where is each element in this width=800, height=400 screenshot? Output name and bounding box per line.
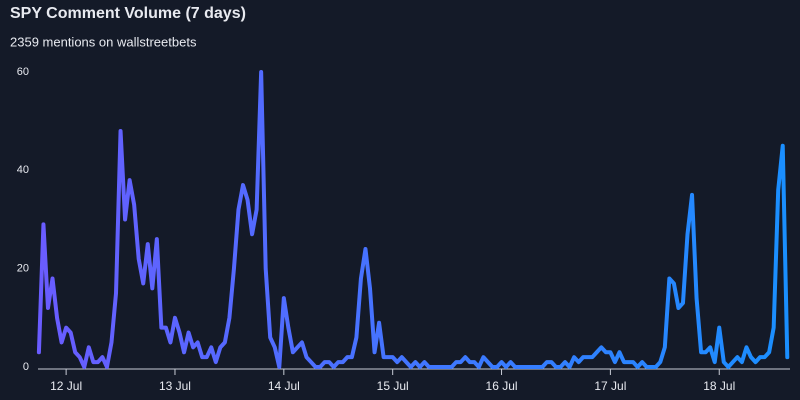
- x-tick-label: 17 Jul: [594, 379, 626, 393]
- y-tick-label: 40: [17, 164, 29, 176]
- chart-subtitle: 2359 mentions on wallstreetbets: [10, 34, 197, 49]
- y-tick-label: 0: [23, 361, 29, 373]
- x-tick-label: 13 Jul: [159, 379, 191, 393]
- x-tick-label: 15 Jul: [377, 379, 409, 393]
- x-tick-label: 16 Jul: [486, 379, 518, 393]
- x-tick-label: 14 Jul: [268, 379, 300, 393]
- y-tick-label: 60: [17, 66, 29, 78]
- chart-title: SPY Comment Volume (7 days): [10, 5, 246, 22]
- y-tick-label: 20: [17, 263, 29, 275]
- series-line: [36, 70, 790, 369]
- x-tick-label: 12 Jul: [50, 379, 82, 393]
- x-tick-label: 18 Jul: [703, 379, 735, 393]
